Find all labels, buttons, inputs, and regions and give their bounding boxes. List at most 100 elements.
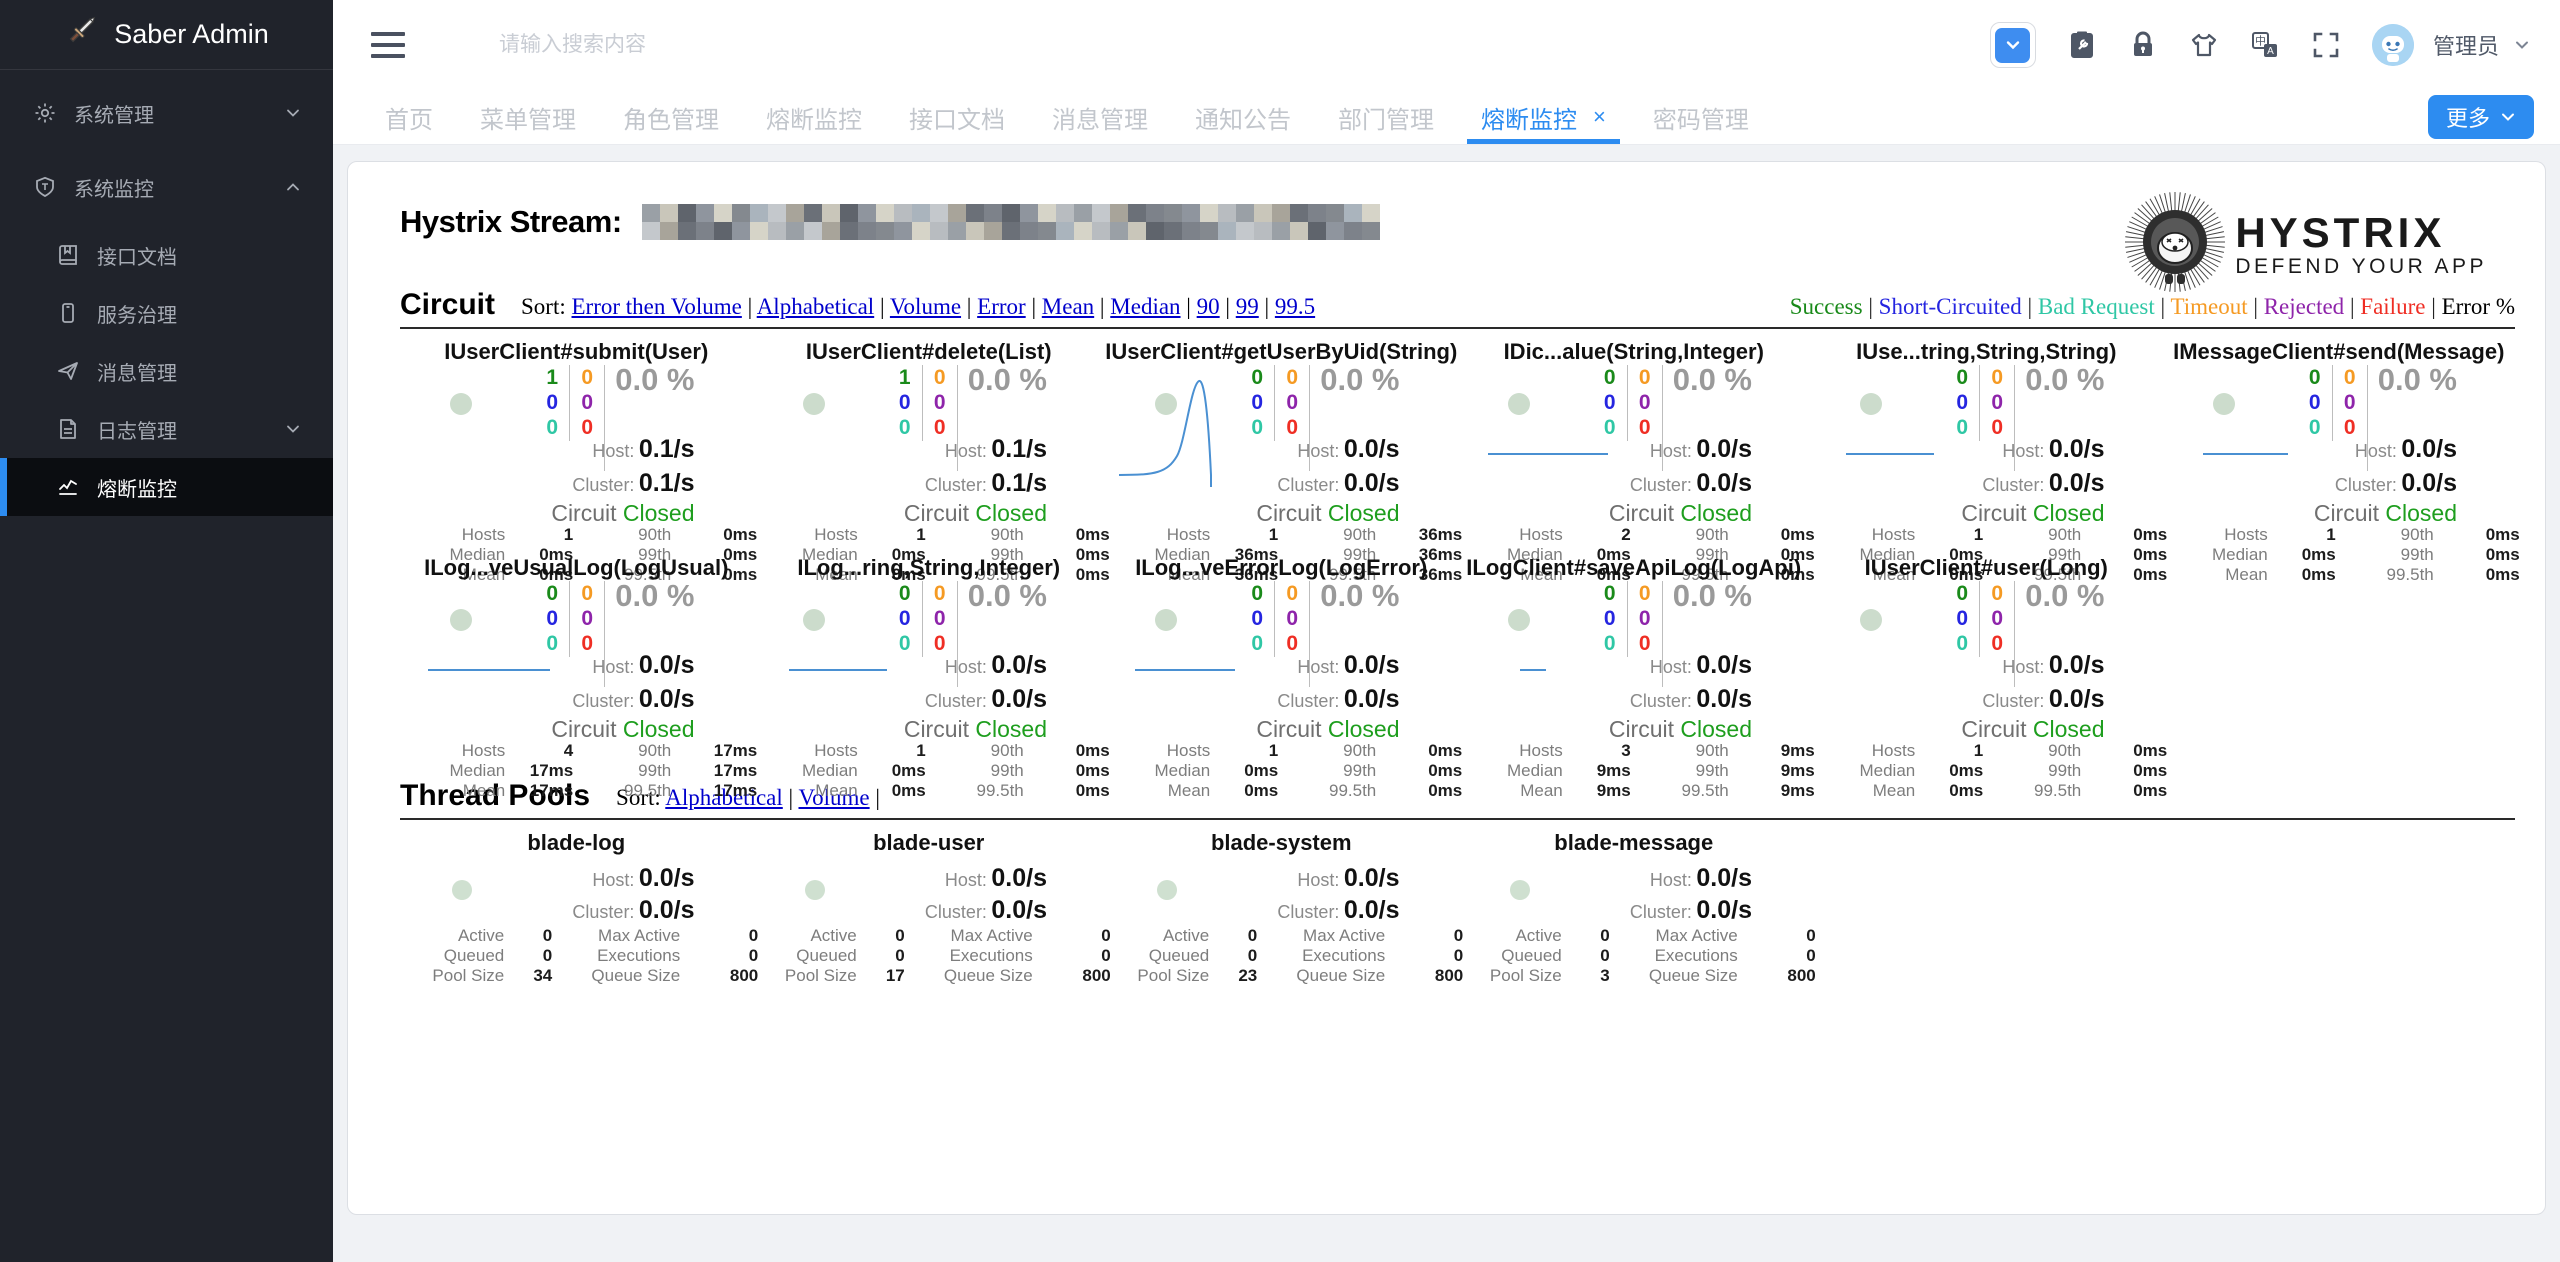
sort-link-90[interactable]: 90	[1196, 294, 1220, 319]
counter: 0	[581, 632, 594, 655]
circuit-card-title: ILogClient#saveApiLog(LogApi)	[1466, 555, 1802, 580]
search-input[interactable]	[499, 33, 1990, 57]
thread-pools-grid: blade-log Host: 0.0/s Cluster: 0.0/s Act…	[400, 820, 2515, 1000]
cluster-rate: Cluster: 0.0/s	[1277, 685, 1400, 713]
counter: 0	[1286, 366, 1299, 389]
sort-link-volume[interactable]: Volume	[889, 294, 962, 319]
sidebar-item-1[interactable]: 系统监控	[0, 158, 333, 216]
tshirt-icon[interactable]	[2189, 30, 2219, 60]
sort-link-error-then-volume[interactable]: Error then Volume	[571, 294, 742, 319]
cluster-rate: Cluster: 0.0/s	[924, 896, 1047, 924]
tab-7[interactable]: 部门管理	[1338, 90, 1434, 144]
menu-collapse-icon[interactable]	[371, 32, 405, 58]
counter: 0	[1638, 582, 1651, 605]
clipboard-wrench-icon[interactable]	[2067, 30, 2097, 60]
sort-link-99-5[interactable]: 99.5	[1274, 294, 1316, 319]
hystrix-logo-title: HYSTRIX	[2235, 208, 2446, 256]
sidebar-item-2[interactable]: 接口文档	[0, 226, 333, 284]
counter: 0	[1286, 607, 1299, 630]
counter: 0	[1956, 366, 1969, 389]
user-name[interactable]: 管理员	[2432, 34, 2499, 59]
circuit-status: Circuit Closed	[551, 500, 695, 526]
cluster-rate: Cluster: 0.0/s	[1629, 685, 1752, 713]
circuit-section-title: Circuit	[400, 288, 496, 321]
tab-6[interactable]: 通知公告	[1195, 90, 1291, 144]
host-rate: Host: 0.0/s	[592, 864, 695, 892]
circuit-card-title: ILog...ring,String,Integer)	[797, 555, 1061, 580]
sort-link-alphabetical[interactable]: Alphabetical	[665, 785, 783, 810]
user-avatar[interactable]	[2371, 24, 2414, 66]
sort-link-alphabetical[interactable]: Alphabetical	[756, 294, 875, 319]
circuit-status: Circuit Closed	[1961, 716, 2105, 742]
sidebar-item-label: 系统管理	[74, 104, 154, 127]
counter: 0	[546, 582, 559, 605]
counter: 0	[1991, 582, 2004, 605]
tab-4[interactable]: 接口文档	[909, 90, 1005, 144]
update-dropdown-button[interactable]	[1989, 22, 2036, 68]
counter: 0	[1251, 632, 1264, 655]
circuit-status: Circuit Closed	[551, 716, 695, 742]
app-logo[interactable]: Saber Admin	[0, 0, 333, 70]
counter: 0	[1251, 582, 1264, 605]
counter: 0	[1603, 366, 1616, 389]
book-icon	[57, 244, 79, 266]
host-rate: Host: 0.0/s	[944, 651, 1047, 679]
user-chevron-down-icon[interactable]	[2514, 37, 2530, 53]
volume-circle	[802, 609, 825, 631]
tab-2[interactable]: 角色管理	[623, 90, 719, 144]
cluster-rate: Cluster: 0.0/s	[1629, 469, 1752, 497]
sidebar-item-0[interactable]: 系统管理	[0, 84, 333, 142]
tab-close-icon[interactable]: ×	[1593, 104, 1606, 129]
counter: 0	[933, 582, 946, 605]
tab-8[interactable]: 熔断监控 ×	[1467, 90, 1620, 144]
thread-pools-section-title: Thread Pools	[400, 779, 591, 812]
circuit-status: Circuit Closed	[1256, 716, 1400, 742]
sort-link-mean[interactable]: Mean	[1041, 294, 1095, 319]
sidebar-item-5[interactable]: 日志管理	[0, 400, 333, 458]
sort-link-error[interactable]: Error	[977, 294, 1026, 319]
sword-logo-icon	[64, 14, 98, 55]
sidebar-item-3[interactable]: 服务治理	[0, 284, 333, 342]
tab-3[interactable]: 熔断监控	[766, 90, 862, 144]
tab-1[interactable]: 菜单管理	[480, 90, 576, 144]
tab-label: 接口文档	[909, 106, 1005, 134]
counter: 0	[1638, 366, 1651, 389]
pool-stats: Active 0 Max Active 0 Queued 0 Executions 0 Pool…	[784, 926, 1111, 985]
sort-link-99[interactable]: 99	[1235, 294, 1259, 319]
thread-pool-card: blade-message Host: 0.0/s Cluster: 0.0/s…	[1458, 828, 1816, 1000]
hystrix-mascot-icon	[2123, 190, 2227, 299]
counter: 0	[1251, 416, 1264, 439]
thread-pools-section-header: Thread Pools Sort: Alphabetical | Volume…	[400, 779, 2515, 820]
circuit-card-title: ILog...veErrorLog(LogError)	[1135, 555, 1428, 580]
counter: 0	[1991, 366, 2004, 389]
tab-9[interactable]: 密码管理	[1653, 90, 1749, 144]
host-rate: Host: 0.0/s	[1649, 864, 1752, 892]
shield-icon	[34, 176, 56, 198]
sort-link-volume[interactable]: Volume	[798, 785, 870, 810]
sidebar-item-6[interactable]: 熔断监控	[0, 458, 333, 516]
host-rate: Host: 0.0/s	[2002, 651, 2105, 679]
thread-pool-card: blade-log Host: 0.0/s Cluster: 0.0/s Act…	[400, 828, 758, 1000]
tab-5[interactable]: 消息管理	[1052, 90, 1148, 144]
sort-link-median[interactable]: Median	[1110, 294, 1181, 319]
lock-icon[interactable]	[2128, 30, 2158, 60]
sidebar-item-4[interactable]: 消息管理	[0, 342, 333, 400]
more-tabs-button[interactable]: 更多	[2427, 95, 2534, 139]
counter: 0	[1956, 632, 1969, 655]
circuit-status: Circuit Closed	[903, 500, 1047, 526]
thread-pool-title: blade-message	[1554, 830, 1714, 855]
tab-0[interactable]: 首页	[385, 90, 433, 144]
stream-title: Hystrix Stream:	[400, 204, 622, 239]
fullscreen-icon[interactable]	[2311, 30, 2341, 60]
error-percentage: 0.0 %	[615, 362, 695, 397]
error-percentage: 0.0 %	[1320, 578, 1400, 613]
latency-stats: Hosts 4 90th 17ms Median 17ms 99th 17ms Mean 17ms…	[449, 741, 758, 800]
volume-circle	[2212, 393, 2235, 415]
pool-stats: Active 0 Max Active 0 Queued 0 Executions 0 Pool…	[1137, 926, 1464, 985]
translate-icon[interactable]: 中 A	[2250, 30, 2280, 60]
counter: 0	[2343, 366, 2356, 389]
volume-circle	[1509, 880, 1530, 900]
hystrix-dashboard-panel: Hystrix Stream: HYSTRIX DEFEND YOUR APP …	[347, 161, 2546, 1215]
